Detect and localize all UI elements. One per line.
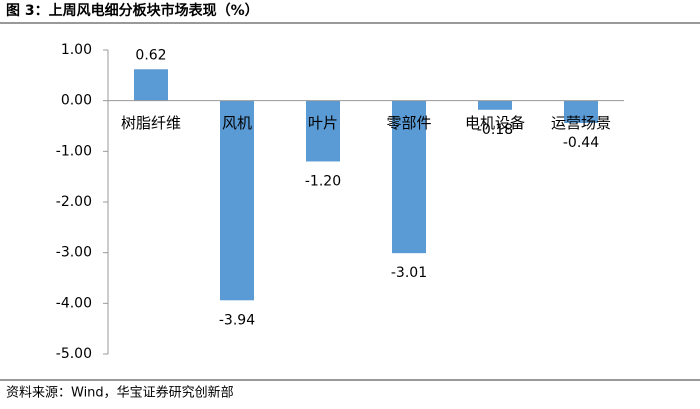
value-label: -3.01 <box>391 265 427 281</box>
x-tick-label: 电机设备 <box>465 114 525 132</box>
x-tick-label: 叶片 <box>308 114 338 132</box>
source-note: 资料来源：Wind，华宝证券研究创新部 <box>6 385 234 401</box>
y-tick-label: -2.00 <box>56 194 92 210</box>
x-tick-label: 树脂纤维 <box>121 114 181 132</box>
bar <box>478 100 512 110</box>
y-tick-label: -1.00 <box>56 143 92 159</box>
x-tick-label: 零部件 <box>386 114 431 132</box>
chart-title: 图 3：上周风电细分板块市场表现（%） <box>6 2 259 19</box>
x-tick-label: 风机 <box>222 114 252 132</box>
bar <box>134 69 168 101</box>
bar <box>392 100 426 254</box>
y-tick-label: 1.00 <box>61 42 92 58</box>
bar <box>306 100 340 162</box>
value-label: -0.44 <box>563 135 599 151</box>
y-tick-label: -3.00 <box>56 245 92 261</box>
y-tick-label: 0.00 <box>61 93 92 109</box>
y-tick-label: -5.00 <box>56 346 92 362</box>
bar <box>220 100 254 301</box>
value-label: 0.62 <box>135 47 166 63</box>
x-tick-label: 运营场景 <box>551 114 611 132</box>
bar <box>564 100 598 123</box>
value-label: -0.18 <box>477 122 513 138</box>
value-label: -3.94 <box>219 312 255 328</box>
y-tick-label: -4.00 <box>56 295 92 311</box>
value-label: -1.20 <box>305 173 341 189</box>
